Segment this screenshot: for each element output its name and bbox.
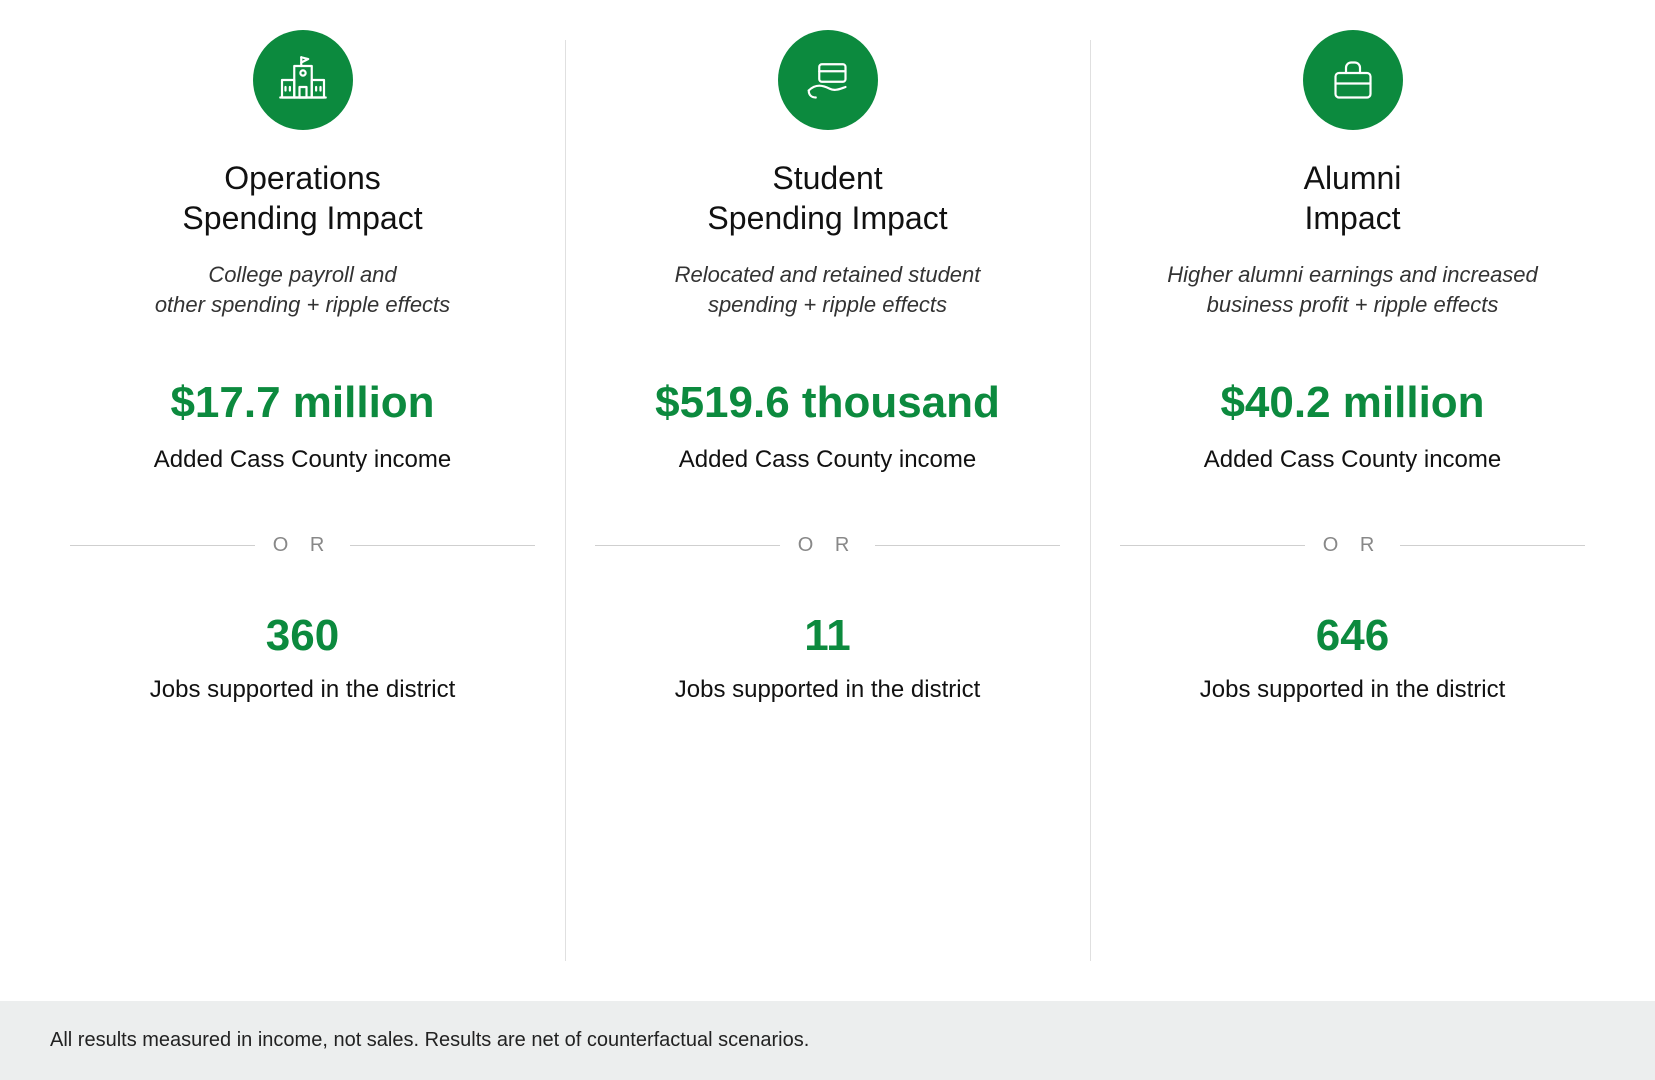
divider-line [1120,545,1305,546]
or-text: O R [798,534,858,557]
impact-card-alumni: Alumni Impact Higher alumni earnings and… [1090,20,1615,1001]
or-divider: O R [70,534,535,557]
jobs-value: 11 [804,612,851,660]
card-subtitle: Higher alumni earnings and increased bus… [1167,260,1538,319]
jobs-label: Jobs supported in the district [675,676,981,704]
or-text: O R [1323,534,1383,557]
divider-line [70,545,255,546]
card-title: Alumni Impact [1304,158,1402,238]
amount-value: $519.6 thousand [655,379,1000,427]
divider-line [350,545,535,546]
jobs-value: 360 [266,612,339,660]
jobs-label: Jobs supported in the district [150,676,456,704]
divider-line [875,545,1060,546]
amount-label: Added Cass County income [1204,446,1502,474]
jobs-label: Jobs supported in the district [1200,676,1506,704]
amount-label: Added Cass County income [679,446,977,474]
divider-line [595,545,780,546]
impact-card-student: Student Spending Impact Relocated and re… [565,20,1090,1001]
footer-note: All results measured in income, not sale… [0,1001,1655,1080]
amount-value: $17.7 million [170,379,434,427]
divider-line [1400,545,1585,546]
impact-cards: Operations Spending Impact College payro… [0,0,1655,1001]
briefcase-icon [1303,30,1403,130]
card-hand-icon [778,30,878,130]
amount-label: Added Cass County income [154,446,452,474]
building-icon [253,30,353,130]
card-title: Operations Spending Impact [182,158,422,238]
or-text: O R [273,534,333,557]
card-subtitle: Relocated and retained student spending … [675,260,981,319]
or-divider: O R [1120,534,1585,557]
or-divider: O R [595,534,1060,557]
jobs-value: 646 [1316,612,1389,660]
impact-card-operations: Operations Spending Impact College payro… [40,20,565,1001]
card-subtitle: College payroll and other spending + rip… [155,260,450,319]
amount-value: $40.2 million [1220,379,1484,427]
card-title: Student Spending Impact [707,158,947,238]
